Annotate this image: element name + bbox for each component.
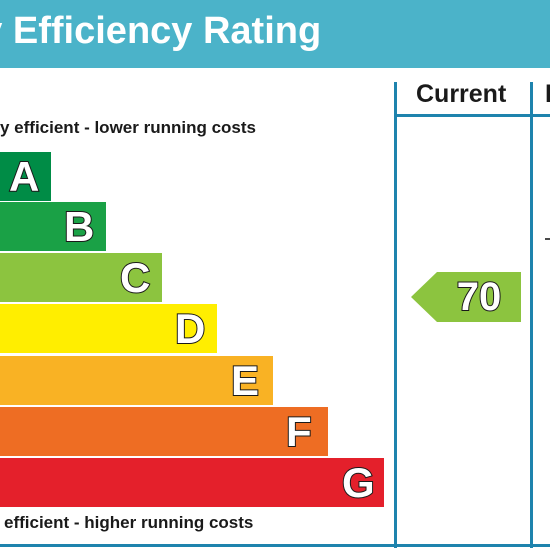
frame-header-underline: [394, 114, 550, 117]
frame-divider-current-right: [530, 82, 533, 548]
rating-band-letter-a: A: [8, 152, 40, 201]
rating-band-letter-g: G: [341, 458, 376, 507]
current-rating-value: 70: [456, 274, 503, 320]
frame-bottom-border: [0, 544, 550, 547]
note-bottom: efficient - higher running costs: [4, 513, 254, 532]
rating-band-c: C: [0, 253, 162, 302]
column-header-current: Current: [416, 80, 507, 108]
potential-marker: [545, 238, 550, 240]
rating-band-a: A: [0, 152, 51, 201]
rating-band-letter-d: D: [174, 304, 206, 353]
rating-band-letter-e: E: [230, 356, 260, 405]
rating-band-b: B: [0, 202, 106, 251]
rating-band-g: G: [0, 458, 384, 507]
rating-band-letter-f: F: [285, 407, 313, 456]
chart-title: gy Efficiency Rating: [0, 10, 322, 52]
rating-band-e: E: [0, 356, 273, 405]
note-top: y efficient - lower running costs: [0, 118, 256, 137]
rating-band-letter-c: C: [119, 253, 151, 302]
frame-divider-current-left: [394, 82, 397, 548]
rating-band-letter-b: B: [63, 202, 95, 251]
current-rating-arrow: [411, 272, 521, 322]
header-bar: gy Efficiency Rating: [0, 0, 550, 68]
rating-band-f: F: [0, 407, 328, 456]
rating-band-d: D: [0, 304, 217, 353]
column-header-potential: P: [545, 80, 550, 109]
